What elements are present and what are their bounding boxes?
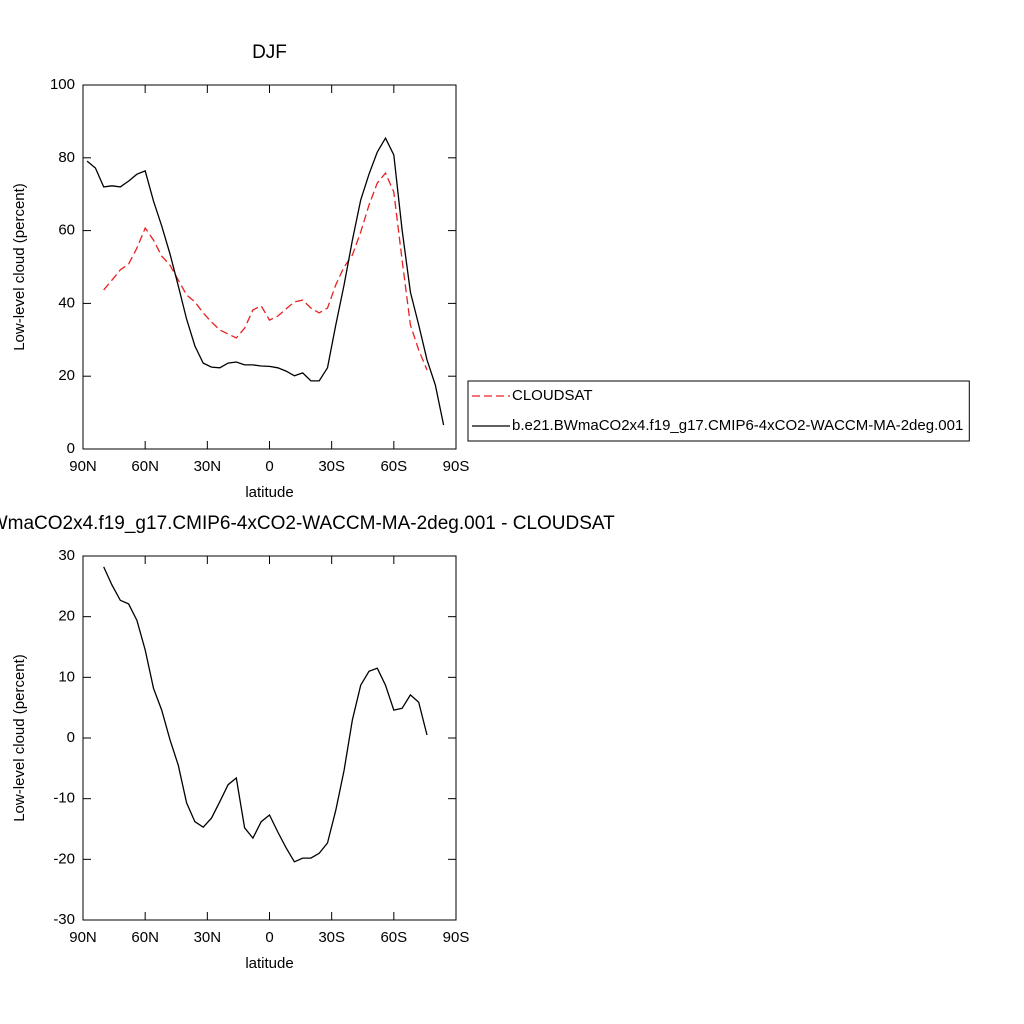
x-tick-label: 90S (443, 458, 470, 475)
plot-frame (82, 555, 457, 921)
y-tick-label: 100 (50, 76, 75, 93)
data-line (103, 566, 428, 863)
y-tick-label: -20 (53, 850, 75, 867)
x-tick-label: 30S (318, 458, 345, 475)
x-tick-label: 30N (194, 458, 222, 475)
y-axis-label: Low-level cloud (percent) (11, 183, 28, 351)
x-tick-label: 60N (131, 929, 159, 946)
legend-label: CLOUDSAT (512, 387, 593, 404)
x-tick-label: 0 (265, 929, 273, 946)
x-tick-label: 30N (194, 929, 222, 946)
y-axis-label: Low-level cloud (percent) (11, 654, 28, 822)
x-tick-label: 90N (69, 458, 97, 475)
chart-title: b.e21.BWmaCO2x4.f19_g17.CMIP6-4xCO2-WACC… (0, 513, 615, 534)
x-tick-label: 60N (131, 458, 159, 475)
x-tick-label: 0 (265, 458, 273, 475)
x-tick-label: 90N (69, 929, 97, 946)
y-tick-label: -30 (53, 911, 75, 928)
x-tick-label: 60S (380, 458, 407, 475)
y-tick-label: -10 (53, 790, 75, 807)
x-tick-label: 30S (318, 929, 345, 946)
x-tick-label: 60S (380, 929, 407, 946)
legend-label: b.e21.BWmaCO2x4.f19_g17.CMIP6-4xCO2-WACC… (512, 417, 963, 434)
y-tick-label: 20 (58, 608, 75, 625)
x-axis-label: latitude (245, 955, 293, 972)
x-tick-label: 90S (443, 929, 470, 946)
x-axis-label: latitude (245, 484, 293, 501)
legend: CLOUDSAT b.e21.BWmaCO2x4.f19_g17.CMIP6-4x… (467, 380, 970, 442)
chart-title: DJF (252, 42, 287, 63)
y-tick-label: 0 (67, 729, 75, 746)
y-tick-label: 20 (58, 367, 75, 384)
y-tick-label: 80 (58, 149, 75, 166)
data-line (103, 171, 428, 371)
y-tick-label: 0 (67, 440, 75, 457)
legend-box (467, 380, 970, 442)
plot-frame (82, 84, 457, 450)
y-tick-label: 60 (58, 222, 75, 239)
y-tick-label: 10 (58, 668, 75, 685)
data-line (86, 136, 445, 426)
y-tick-label: 30 (58, 547, 75, 564)
y-tick-label: 40 (58, 294, 75, 311)
